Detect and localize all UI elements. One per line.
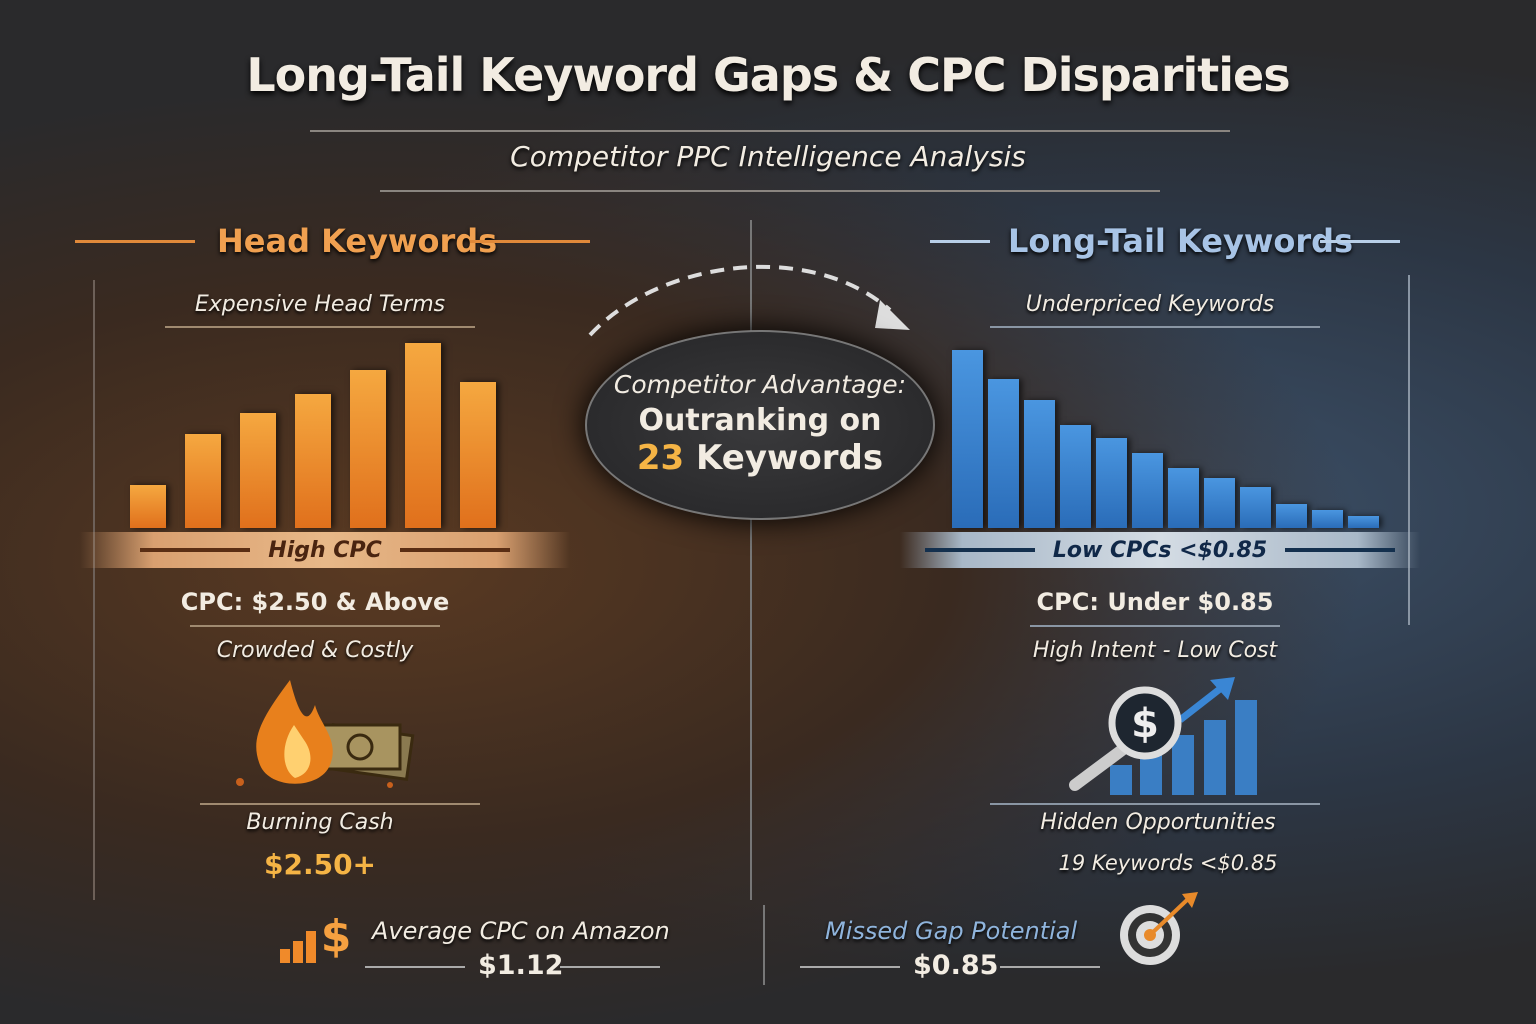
bar — [1168, 468, 1199, 528]
head-keywords-heading: Head Keywords — [217, 222, 498, 260]
divider — [1030, 625, 1280, 627]
svg-text:$: $ — [1131, 701, 1159, 747]
divider — [380, 190, 1160, 192]
footer-divider — [763, 905, 765, 985]
divider — [1000, 966, 1100, 968]
bar — [130, 485, 166, 528]
avg-cpc-value: $1.12 — [478, 950, 564, 981]
center-divider — [750, 220, 752, 900]
hidden-opportunities-label: Hidden Opportunities — [1040, 810, 1276, 835]
bar — [1024, 400, 1055, 528]
heading-rule — [930, 240, 990, 243]
head-keywords-bar-chart — [130, 330, 500, 528]
heading-rule — [75, 240, 195, 243]
page-subtitle: Competitor PPC Intelligence Analysis — [510, 140, 1026, 173]
bar — [295, 394, 331, 528]
heading-rule — [470, 240, 590, 243]
bar — [952, 350, 983, 528]
left-value: $2.50+ — [263, 848, 377, 881]
banner-label: Low CPCs <$0.85 — [1052, 537, 1268, 563]
bar — [1204, 478, 1235, 528]
bar — [988, 379, 1019, 528]
right-cpc: CPC: Under $0.85 — [1036, 588, 1274, 616]
left-chart-title: Expensive Head Terms — [194, 292, 446, 317]
left-desc: Crowded & Costly — [216, 638, 414, 663]
bar — [405, 343, 441, 528]
target-icon — [1112, 890, 1202, 970]
right-chart-title: Underpriced Keywords — [1025, 292, 1275, 317]
divider — [365, 966, 465, 968]
page-title: Long-Tail Keyword Gaps & CPC Disparities — [246, 48, 1290, 102]
divider — [165, 326, 475, 328]
avg-cpc-label: Average CPC on Amazon — [372, 917, 670, 945]
high-cpc-banner: High CPC — [80, 532, 570, 568]
advantage-line3: Keywords — [696, 438, 884, 478]
divider — [200, 803, 480, 805]
long-tail-keywords-heading: Long-Tail Keywords — [1008, 222, 1354, 260]
advantage-line1: Competitor Advantage: — [613, 370, 907, 399]
panel-border — [93, 280, 95, 900]
divider — [800, 966, 900, 968]
bar — [1060, 425, 1091, 528]
divider — [190, 625, 440, 627]
burning-cash-icon — [220, 670, 420, 800]
right-value: 19 Keywords <$0.85 — [1058, 851, 1278, 875]
left-cpc: CPC: $2.50 & Above — [180, 588, 450, 616]
bar — [1312, 510, 1343, 528]
missed-gap-value: $0.85 — [913, 950, 999, 981]
keyword-count: 23 — [636, 438, 685, 478]
low-cpc-banner: Low CPCs <$0.85 — [900, 532, 1420, 568]
divider — [990, 803, 1320, 805]
bar — [1096, 438, 1127, 528]
bar — [460, 382, 496, 528]
bar — [1348, 516, 1379, 528]
divider — [990, 326, 1320, 328]
divider — [560, 966, 660, 968]
panel-border — [1408, 275, 1410, 625]
competitor-advantage-badge: Competitor Advantage: Outranking on 23 K… — [585, 330, 935, 520]
dashed-arrow-icon — [580, 250, 920, 340]
bar — [240, 413, 276, 528]
svg-text:$: $ — [321, 911, 352, 962]
bar — [1240, 487, 1271, 528]
bar — [1276, 504, 1307, 528]
missed-gap-label: Missed Gap Potential — [825, 917, 1078, 945]
bar — [185, 434, 221, 528]
bar — [1132, 453, 1163, 528]
dollar-bars-icon: $ — [278, 905, 358, 965]
divider — [310, 130, 1230, 132]
magnifier-dollar-growth-icon: $ — [1060, 675, 1260, 800]
heading-rule — [1320, 240, 1400, 243]
burning-cash-label: Burning Cash — [246, 810, 394, 835]
long-tail-bar-chart — [952, 330, 1384, 528]
advantage-line2: Outranking on — [638, 403, 882, 438]
bar — [350, 370, 386, 528]
right-desc: High Intent - Low Cost — [1032, 638, 1278, 663]
banner-label: High CPC — [268, 537, 382, 563]
